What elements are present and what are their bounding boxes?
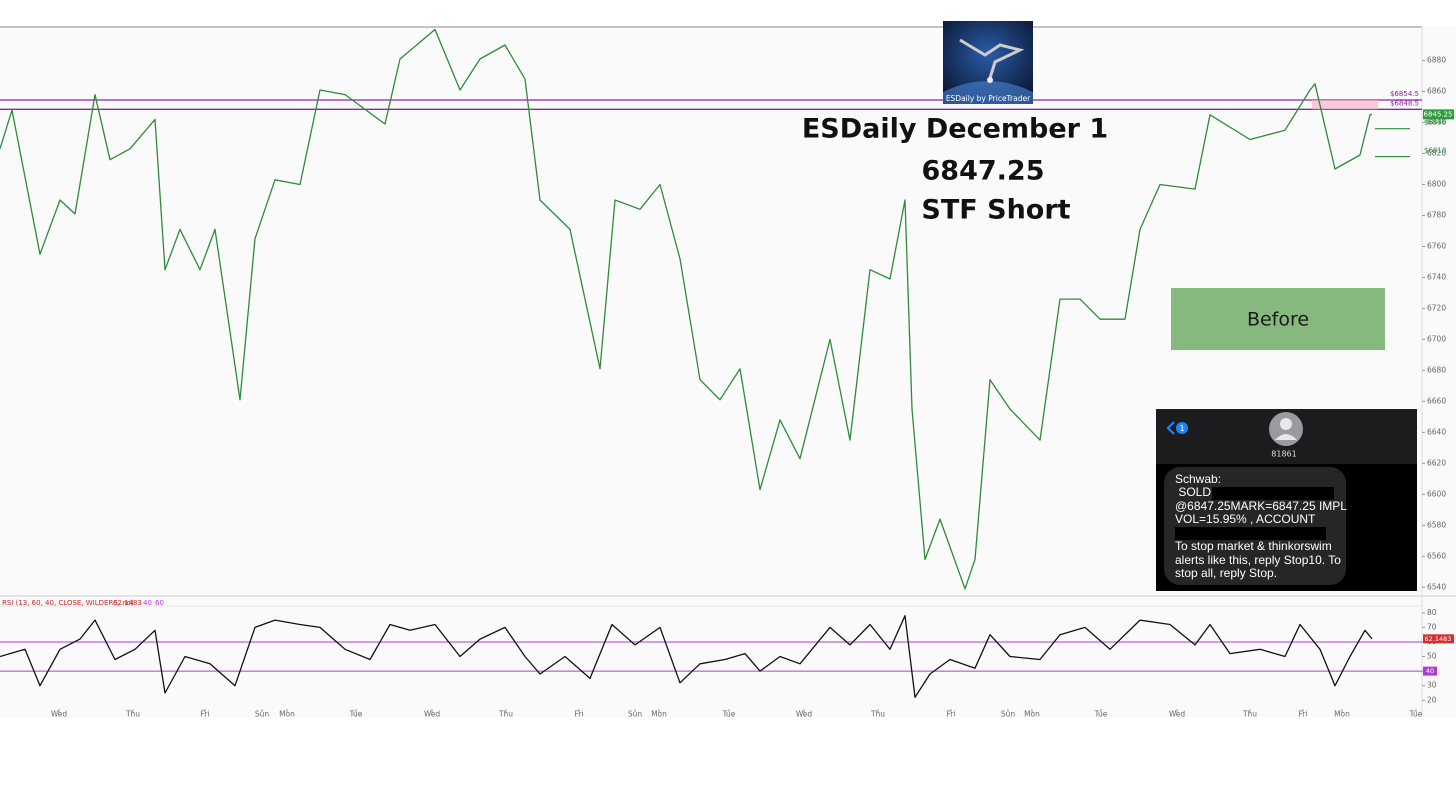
x-tick-label: Mon — [279, 710, 295, 719]
message-screenshot: 1 81861 Schwab: SOLD - @6847.25MARK=6847… — [1156, 409, 1417, 591]
signal: STF Short — [921, 195, 1070, 226]
y-tick-label: 6540 — [1427, 582, 1446, 591]
indicator-level: 60 — [155, 599, 164, 607]
series-line — [0, 615, 1373, 698]
y-tick-label: 6620 — [1427, 458, 1446, 467]
x-tick-label: Thu — [870, 710, 885, 719]
x-tick-label: Sun — [255, 710, 270, 719]
y-tick-label: 6820 — [1427, 148, 1446, 157]
y-tick-label: 6880 — [1427, 56, 1446, 65]
x-tick-label: Tue — [1409, 710, 1423, 719]
x-tick-label: Fri — [575, 710, 584, 719]
title: ESDaily December 1 — [802, 114, 1108, 145]
level-zone — [1312, 100, 1378, 110]
redaction — [1212, 487, 1334, 500]
x-tick-label: Sun — [1001, 710, 1016, 719]
indicator-title: RSI (13, 60, 40, CLOSE, WILDERS, no) — [2, 599, 134, 607]
message-line: @6847.25MARK=6847.25 IMPL — [1175, 499, 1347, 513]
x-tick-label: Wed — [796, 710, 813, 719]
y-tick-label: 6840 — [1427, 118, 1446, 127]
y-tick-label: 50 — [1427, 652, 1437, 661]
x-tick-label: Sun — [628, 710, 643, 719]
message-line: VOL=15.95% , ACCOUNT — [1175, 512, 1316, 526]
y-tick-label: 6680 — [1427, 365, 1446, 374]
series-line — [0, 28, 1373, 590]
y-tick-label: 70 — [1427, 622, 1437, 631]
redaction — [1175, 527, 1326, 540]
y-tick-label: 6860 — [1427, 87, 1446, 96]
y-tick-label: 6600 — [1427, 489, 1446, 498]
y-tick-label: 20 — [1427, 695, 1437, 704]
sender: 81861 — [1271, 450, 1296, 459]
y-tick-label: 6800 — [1427, 179, 1446, 188]
x-tick-label: Wed — [1169, 710, 1186, 719]
x-tick-label: Thu — [498, 710, 513, 719]
message-line: stop all, reply Stop. — [1175, 566, 1277, 580]
y-tick-label: 30 — [1427, 681, 1437, 690]
last-value-tag — [1423, 634, 1454, 644]
x-tick-label: Thu — [125, 710, 140, 719]
entry-price: 6847.25 — [922, 156, 1045, 187]
message-line: SOLD - — [1175, 485, 1218, 499]
y-tick-label: 6560 — [1427, 551, 1446, 560]
indicator-level: 40 — [143, 599, 152, 607]
message-line: Schwab: — [1175, 472, 1221, 486]
last-price-tag — [1423, 109, 1454, 120]
level-label: $6836 — [1424, 119, 1447, 127]
x-tick-label: Mon — [1334, 710, 1350, 719]
level-tag-label: 40 — [1426, 667, 1434, 675]
x-tick-label: Fri — [201, 710, 210, 719]
last-price-label: 6845.25 — [1424, 110, 1453, 118]
y-tick-label: 6660 — [1427, 396, 1446, 405]
message-line: To stop market & thinkorswim — [1175, 539, 1332, 553]
before-label: Before — [1247, 309, 1309, 331]
y-tick-label: 6740 — [1427, 272, 1446, 281]
x-tick-label: Wed — [51, 710, 68, 719]
x-tick-label: Fri — [947, 710, 956, 719]
badge-count: 1 — [1179, 424, 1184, 433]
back-chevron — [1166, 421, 1175, 435]
y-tick-label: 80 — [1427, 608, 1437, 617]
logo-caption: ESDaily by PriceTrader — [946, 94, 1031, 103]
level-label: $6848.5 — [1390, 99, 1419, 107]
logo: ESDaily by PriceTrader — [943, 21, 1033, 104]
x-tick-label: Mon — [1024, 710, 1040, 719]
level-label: $6818 — [1424, 147, 1446, 155]
y-tick-label: 6780 — [1427, 210, 1446, 219]
message-line: alerts like this, reply Stop10. To — [1175, 553, 1341, 567]
y-tick-label: 6580 — [1427, 520, 1446, 529]
indicator-value: 62.1483 — [113, 599, 142, 607]
plot-layer: 6540 6560 6580 6600 6620 6640 6660 6680 6700 6720… — [0, 28, 1454, 719]
x-tick-label: Mon — [651, 710, 667, 719]
x-tick-label: Wed — [424, 710, 441, 719]
x-tick-label: Tue — [722, 710, 736, 719]
badge — [1176, 422, 1188, 434]
y-tick-label: 6700 — [1427, 334, 1446, 343]
level-label: $6854.5 — [1390, 90, 1419, 98]
y-tick-label: 6720 — [1427, 303, 1446, 312]
x-tick-label: Fri — [1299, 710, 1308, 719]
before-badge: Before — [1171, 288, 1385, 350]
y-tick-label: 6760 — [1427, 241, 1446, 250]
level-tag — [1423, 666, 1437, 676]
y-tick-label: 6640 — [1427, 427, 1446, 436]
chart-background — [0, 27, 1456, 717]
last-value-label: 62.1483 — [1425, 635, 1452, 643]
x-tick-label: Tue — [1094, 710, 1108, 719]
x-tick-label: Tue — [349, 710, 363, 719]
x-tick-label: Thu — [1242, 710, 1257, 719]
